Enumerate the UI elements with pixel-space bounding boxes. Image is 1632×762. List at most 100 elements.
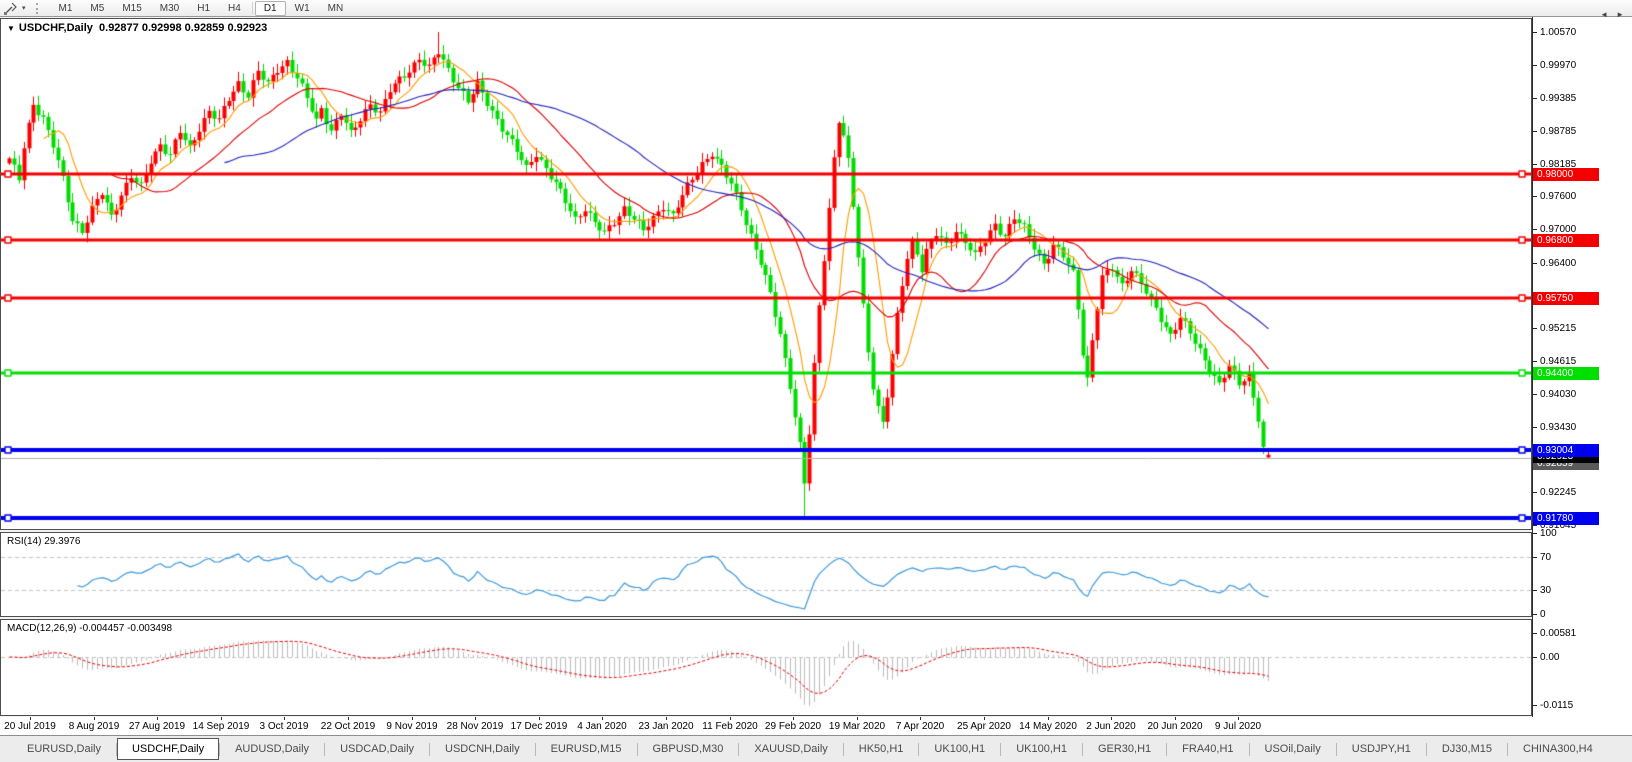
price-axis-tick: [1533, 131, 1537, 132]
price-axis-tick: [1533, 229, 1537, 230]
pointer-tool-dropdown-icon[interactable]: ▾: [22, 5, 26, 12]
price-axis-tick: [1533, 263, 1537, 264]
date-axis-label: 29 Feb 2020: [764, 721, 822, 732]
macd-axis-label: -0.0115: [1540, 700, 1574, 711]
price-axis-label: 0.91645: [1540, 520, 1577, 531]
macd-axis-tick: [1533, 633, 1537, 634]
date-axis-label: 14 May 2020: [1019, 721, 1077, 732]
price-axis-label: 0.96400: [1540, 258, 1577, 269]
date-axis-tick: [475, 717, 476, 720]
timeframe-button-M1[interactable]: M1: [58, 2, 73, 14]
chart-tab-audusd-daily[interactable]: AUDUSD,Daily: [235, 743, 310, 755]
date-axis-label: 11 Feb 2020: [702, 721, 758, 732]
timeframe-button-M30[interactable]: M30: [159, 2, 180, 14]
rsi-axis-tick: [1533, 533, 1537, 534]
chart-tab-uk100-h1[interactable]: UK100,H1: [934, 743, 986, 755]
chart-tab-ger30-h1[interactable]: GER30,H1: [1097, 743, 1152, 755]
chart-tab-china300-h4[interactable]: CHINA300,H4: [1523, 743, 1593, 755]
tab-separator: [324, 742, 326, 756]
tab-separator: [636, 742, 638, 756]
date-axis-tick: [348, 717, 349, 720]
price-axis-tick: [1533, 65, 1537, 66]
timeframe-button-D1[interactable]: D1: [254, 0, 286, 16]
macd-canvas[interactable]: [1, 620, 1531, 715]
date-axis-label: 7 Apr 2020: [895, 721, 945, 732]
date-axis-label: 4 Jan 2020: [577, 721, 627, 732]
date-axis-label: 9 Jul 2020: [1214, 721, 1262, 732]
timeframe-button-M5[interactable]: M5: [90, 2, 105, 14]
date-axis-label: 14 Sep 2019: [192, 721, 250, 732]
date-axis-label: 27 Aug 2019: [128, 721, 186, 732]
main-chart-canvas[interactable]: [1, 19, 1531, 529]
price-axis-label: 0.99970: [1540, 60, 1577, 71]
date-axis-label: 23 Jan 2020: [638, 721, 694, 732]
rsi-label: RSI(14) 29.3976: [7, 536, 81, 547]
rsi-axis-label: 30: [1540, 585, 1552, 596]
date-axis-tick: [221, 717, 222, 720]
date-axis-label: 17 Dec 2019: [510, 721, 568, 732]
price-axis-tick: [1533, 328, 1537, 329]
price-axis-label: 1.00570: [1540, 27, 1577, 38]
timeframe-button-W1[interactable]: W1: [294, 2, 310, 14]
chart-tab-bar: EURUSD,Daily USDCHF,Daily AUDUSD,Daily USDC…: [0, 735, 1632, 762]
tab-separator: [842, 742, 844, 756]
price-axis-tick: [1533, 525, 1537, 526]
tab-separator: [534, 742, 536, 756]
chart-tab-uk100-h1[interactable]: UK100,H1: [1016, 743, 1067, 755]
macd-axis-label: 0.00581: [1540, 628, 1577, 639]
date-axis-label: 3 Oct 2019: [259, 721, 309, 732]
timeframe-button-MN[interactable]: MN: [327, 2, 344, 14]
chart-tab-gbpusd-m30[interactable]: GBPUSD,M30: [652, 743, 724, 755]
date-axis-label: 20 Jul 2019: [4, 721, 56, 732]
tab-scroll-controls: ◄ ►: [1600, 10, 1624, 19]
tab-separator: [1335, 742, 1337, 756]
price-axis-tick: [1533, 361, 1537, 362]
date-axis-tick: [857, 717, 858, 720]
toolbar-separator: [251, 2, 253, 14]
date-axis-label: 22 Oct 2019: [320, 721, 376, 732]
timeframe-button-H1[interactable]: H1: [197, 2, 211, 14]
toolbar-grip-handle[interactable]: [35, 2, 40, 14]
tab-scroll-left-icon[interactable]: ◄: [1600, 10, 1609, 19]
symbol-dropdown-icon[interactable]: ▼: [7, 24, 15, 33]
date-axis-label: 9 Nov 2019: [386, 721, 438, 732]
date-axis-label: 28 Nov 2019: [446, 721, 504, 732]
price-axis-label: 0.97600: [1540, 191, 1577, 202]
chart-tab-xauusd-daily[interactable]: XAUUSD,Daily: [754, 743, 828, 755]
tab-separator: [1507, 742, 1508, 756]
chart-tab-eurusd-m15[interactable]: EURUSD,M15: [550, 743, 622, 755]
chart-tab-fra40-h1[interactable]: FRA40,H1: [1182, 743, 1234, 755]
timeframe-button-M15[interactable]: M15: [122, 2, 142, 14]
rsi-axis-label: 0: [1540, 609, 1546, 620]
chart-tab-dj30-m15[interactable]: DJ30,M15: [1441, 743, 1492, 755]
crosshair-pointer-icon[interactable]: [0, 1, 20, 16]
chart-tab-eurusd-daily[interactable]: EURUSD,Daily: [27, 743, 101, 755]
date-axis-tick: [1175, 717, 1176, 720]
price-axis-label: 0.97000: [1540, 224, 1577, 235]
date-axis: 20 Jul 2019 8 Aug 2019 27 Aug 2019 14 Sep 2…: [0, 717, 1632, 735]
timeframe-button-H4[interactable]: H4: [228, 2, 241, 14]
chart-ohlc-values: 0.92877 0.92998 0.92859 0.92923: [99, 22, 268, 34]
hline-price-badge: 0.98000: [1533, 168, 1599, 181]
tab-separator: [1000, 742, 1002, 756]
rsi-axis-label: 70: [1540, 552, 1552, 563]
chart-tab-usoil-daily[interactable]: USOil,Daily: [1264, 743, 1321, 755]
chart-tab-usdchf-daily[interactable]: USDCHF,Daily: [116, 737, 220, 760]
price-axis-label: 0.94030: [1540, 389, 1577, 400]
tab-scroll-right-icon[interactable]: ►: [1616, 10, 1624, 19]
chart-symbol: USDCHF,Daily: [18, 22, 93, 34]
price-axis-tick: [1533, 98, 1537, 99]
chart-tab-usdjpy-h1[interactable]: USDJPY,H1: [1351, 743, 1411, 755]
tab-separator: [918, 742, 920, 756]
chart-tab-usdcnh-daily[interactable]: USDCNH,Daily: [445, 743, 520, 755]
date-axis-tick: [157, 717, 158, 720]
date-axis-tick: [1111, 717, 1112, 720]
timeframe-toolbar: ▾ M1 M5 M15 M30 H1 H4 D1 W1 MN: [0, 0, 1632, 17]
date-axis-label: 20 Jun 2020: [1147, 721, 1203, 732]
chart-tab-usdcad-daily[interactable]: USDCAD,Daily: [340, 743, 415, 755]
rsi-axis-tick: [1533, 590, 1537, 591]
chart-tab-hk50-h1[interactable]: HK50,H1: [858, 743, 904, 755]
date-axis-tick: [602, 717, 603, 720]
rsi-indicator-panel: [0, 532, 1532, 617]
rsi-canvas[interactable]: [1, 533, 1531, 616]
